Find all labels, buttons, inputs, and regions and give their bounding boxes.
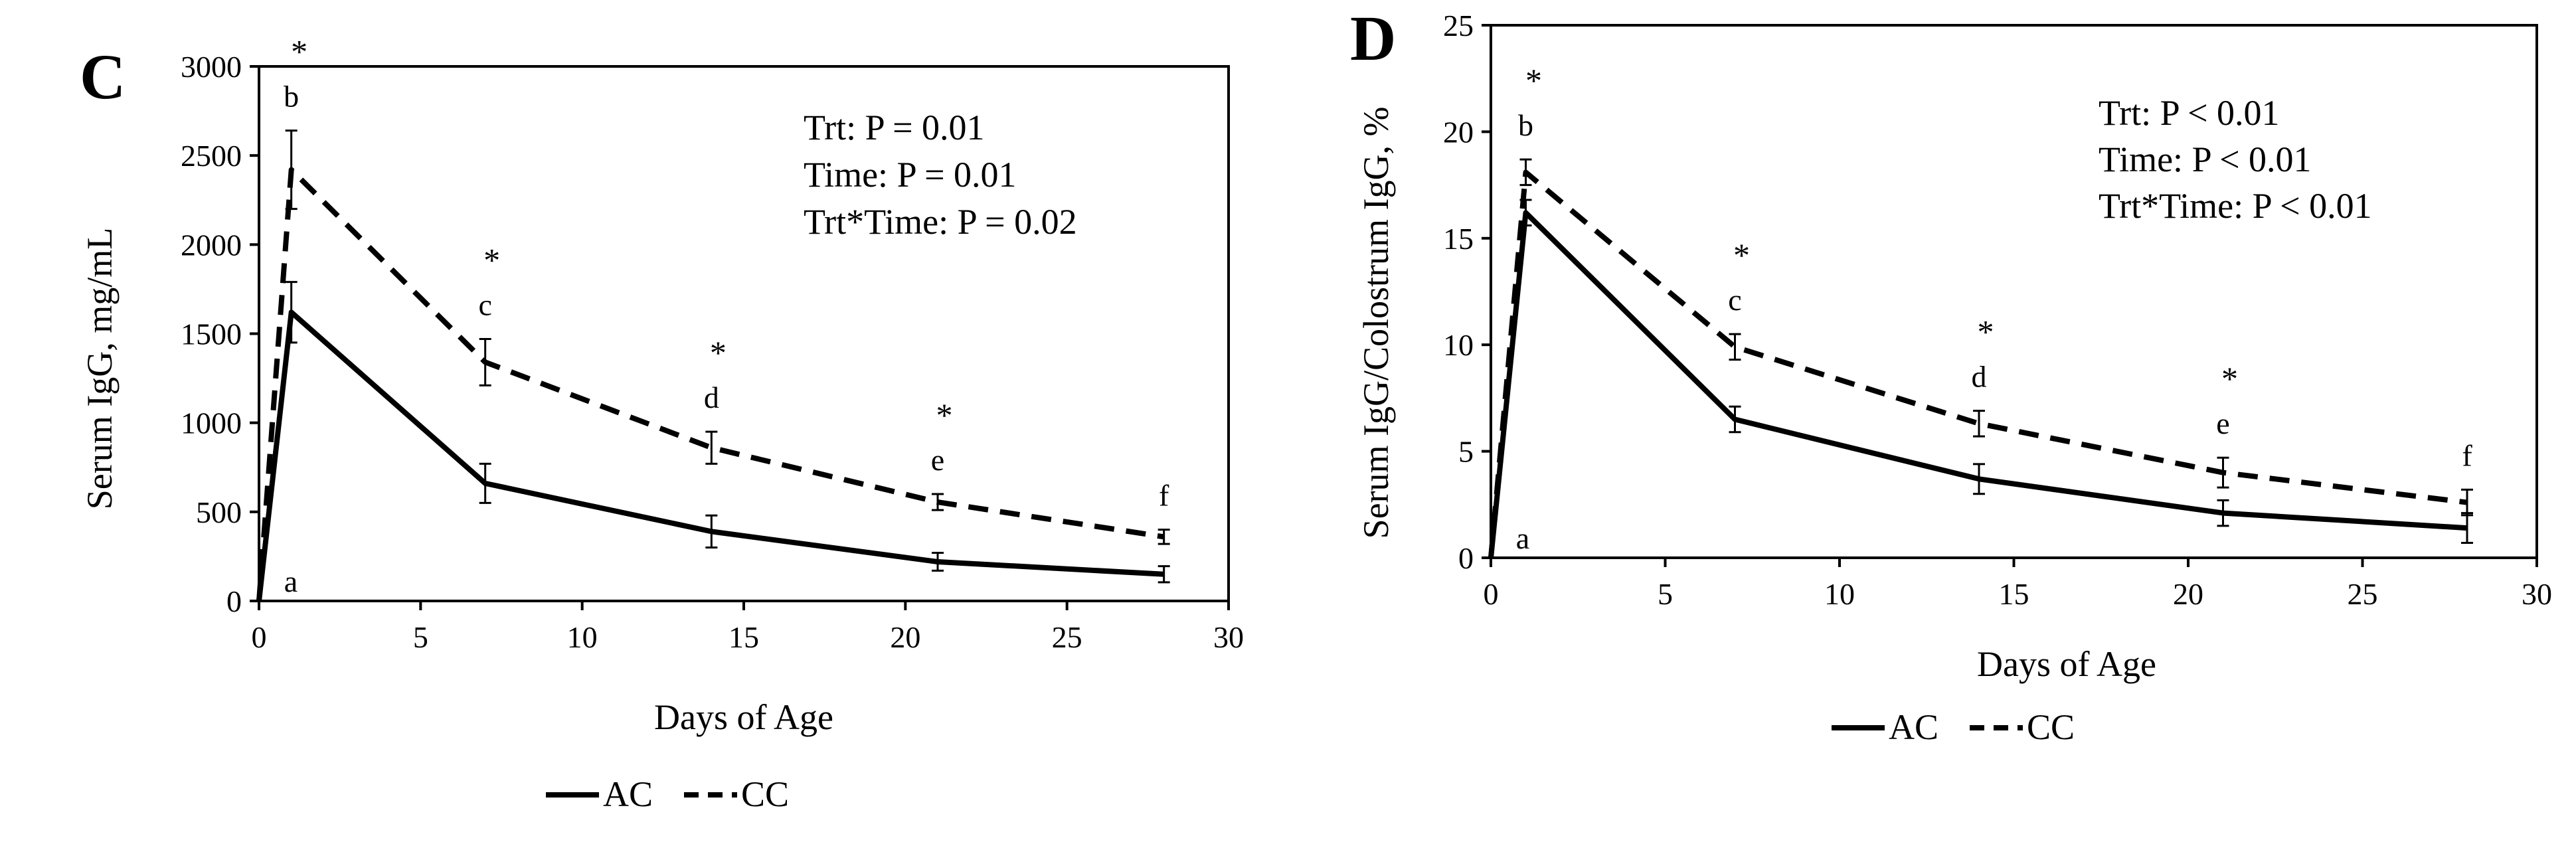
panel-c-y-tick-label-2: 1000 [181,406,242,440]
panel-c-annotation-star-1: * [291,33,307,70]
panel-c-y-tick-label-0: 0 [226,584,242,618]
panel-c-stats-trt: Trt: P = 0.01 [804,108,985,147]
panel-d-x-tick-label-3: 15 [1999,577,2029,611]
panel-c-series-ac-error-bar-2 [479,462,491,504]
panel-c-series-cc-error-bar-2 [479,338,491,386]
panel-c-x-tick-label-2: 10 [567,620,598,654]
panel-c: C Days of Age Serum IgG, mg/mL Trt: P = … [80,33,1244,814]
panel-d-annotation-star-2: * [1733,236,1750,274]
panel-d-y-tick-label-1: 5 [1458,435,1474,469]
panel-c-annotation-letter-5: f [1159,479,1169,513]
panel-d-annotation-letter-4: e [2216,406,2229,440]
legend-cc-label: CC [2027,707,2075,747]
panel-d-series-ac-error-bar-3 [1973,463,1985,495]
panel-c-series-ac-error-bar-3 [705,514,718,549]
panel-d-x-tick-label-6: 30 [2522,577,2552,611]
panel-d-x-axis-title: Days of Age [1977,644,2156,684]
panel-c-series-ac-line [256,309,1164,602]
panel-c-annotation-letter-1: b [284,80,299,114]
panel-c-y-tick-label-6: 3000 [181,50,242,84]
panel-c-series-cc-error-bar-4 [932,493,944,511]
panel-d-annotation-star-1: * [1525,62,1542,99]
panel-c-y-tick-label-5: 2500 [181,139,242,173]
panel-c-y-tick-label-4: 2000 [181,228,242,262]
panel-c-y-axis-title: Serum IgG, mg/mL [80,228,120,509]
panel-c-y-tick-label-3: 1500 [181,317,242,351]
panel-d-x-tick-label-1: 5 [1658,577,1673,611]
panel-c-stats-interaction: Trt*Time: P = 0.02 [804,202,1077,242]
panel-c-annotation-star-2: * [483,242,500,279]
legend-cc-label: CC [741,774,789,814]
panel-d-annotation-star-4: * [2221,360,2238,397]
panel-d-series-ac-error-bar-2 [1729,405,1741,434]
panel-c-series-cc-line [256,167,1165,602]
panel-c-series-cc-error-bar-5 [1158,529,1170,545]
panel-d-y-axis-title: Serum IgG/Colostrum IgG, % [1356,107,1396,539]
panel-d-y-tick-label-4: 20 [1443,115,1474,149]
panel-c-annotation-letter-0: a [284,564,298,598]
panel-d-y-tick-label-5: 25 [1443,9,1474,42]
panel-d-label: D [1350,3,1396,74]
panel-c-x-axis-title: Days of Age [654,697,833,737]
panel-d-annotation-letter-1: b [1518,108,1533,142]
panel-d-series-cc-error-bar-3 [1973,410,1985,438]
panel-c-label: C [80,41,126,112]
panel-d-x-tick-label-5: 25 [2348,577,2378,611]
panel-c-x-tick-label-4: 20 [890,620,920,654]
panel-d-annotation-star-3: * [1978,313,1994,351]
panel-c-series-ac-error-bar-5 [1158,565,1170,584]
panel-d-annotation-letter-5: f [2462,438,2472,472]
panel-c-y-tick-label-1: 500 [196,495,242,529]
legend-ac-label: AC [1889,707,1938,747]
panel-c-x-tick-label-6: 30 [1213,620,1244,654]
panel-d-stats-trt: Trt: P < 0.01 [2099,93,2280,133]
panel-c-annotation-star-3: * [710,334,727,371]
panel-d-series-cc-error-bar-4 [2217,456,2229,489]
panel-d-x-tick-label-2: 10 [1824,577,1855,611]
panel-c-annotation-letter-2: c [478,288,491,322]
panel-d-series-ac-error-bar-4 [2217,499,2229,527]
panel-c-series-ac-error-bar-4 [932,552,944,572]
panel-d-series-cc-error-bar-1 [1519,158,1532,187]
panel-c-legend: AC CC [546,774,789,814]
panel-c-annotation-letter-3: d [704,380,719,414]
panel-d: D Days of Age Serum IgG/Colostrum IgG, %… [1350,3,2552,747]
panel-d-series-cc-error-bar-2 [1729,333,1741,361]
panel-c-x-tick-label-1: 5 [413,620,428,654]
panel-c-x-tick-label-0: 0 [252,620,267,654]
panel-c-annotation-star-4: * [936,396,953,434]
legend-ac-label: AC [603,774,653,814]
panel-c-series-cc-error-bar-3 [705,430,718,465]
panel-c-annotation-letter-4: e [931,443,944,477]
panel-d-x-tick-label-0: 0 [1484,577,1499,611]
panel-c-stats-time: Time: P = 0.01 [804,155,1017,195]
panel-d-annotation-letter-2: c [1728,283,1741,317]
panel-c-series-ac-error-bar-1 [285,281,298,344]
panel-d-x-tick-label-4: 20 [2173,577,2203,611]
panel-d-y-tick-label-2: 10 [1443,328,1474,362]
panel-c-x-tick-label-5: 25 [1052,620,1082,654]
panel-d-annotation-letter-3: d [1972,360,1987,394]
panel-d-stats-interaction: Trt*Time: P < 0.01 [2099,186,2372,226]
panel-d-y-tick-label-0: 0 [1458,541,1474,575]
panel-d-legend: AC CC [1832,707,2075,747]
panel-c-x-tick-label-3: 15 [729,620,759,654]
panel-d-stats-time: Time: P < 0.01 [2099,139,2312,179]
panel-d-series-cc-line [1488,169,2468,558]
panel-c-series-cc-error-bar-1 [285,129,298,211]
panel-d-series-cc-error-bar-5 [2461,488,2473,517]
panel-d-series-ac-line [1488,210,2468,558]
panel-d-annotation-letter-0: a [1516,521,1529,555]
panel-d-y-tick-label-3: 15 [1443,222,1474,256]
